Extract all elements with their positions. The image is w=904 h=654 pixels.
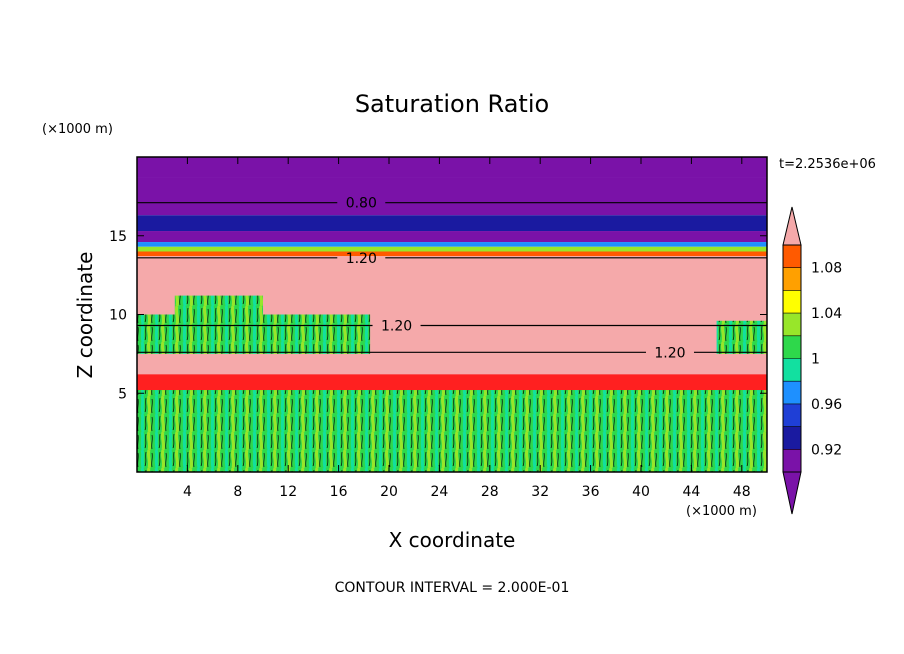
x-axis-label: X coordinate <box>389 528 516 552</box>
colorbar-bin-6 <box>783 313 801 336</box>
field-layer-3 <box>137 231 767 243</box>
x-tick-label-1: 8 <box>233 484 242 500</box>
chart-title: Saturation Ratio <box>355 90 549 118</box>
x-tick-label-0: 4 <box>183 484 192 500</box>
colorbar-over-arrow <box>782 206 802 246</box>
colorbar-bin-1 <box>783 426 801 450</box>
x-tick-label-4: 20 <box>380 484 398 500</box>
field-layer-6 <box>137 251 767 257</box>
x-tick-label-3: 16 <box>330 484 348 500</box>
field-layer-5 <box>137 246 767 252</box>
x-axis: 4 8 12 16 20 24 28 32 36 40 44 48 <box>183 157 751 500</box>
field-layer-4 <box>137 242 767 247</box>
x-tick-label-9: 40 <box>632 484 650 500</box>
y-tick-label-1: 10 <box>109 308 127 324</box>
contour-label-1: 1.20 <box>346 251 377 267</box>
colorbar-bin-2 <box>783 403 801 427</box>
colorbar-tick-label-0: 0.92 <box>811 442 842 458</box>
field-layer-2 <box>137 215 767 232</box>
colorbar-bin-8 <box>783 267 801 291</box>
colorbar-tick-label-1: 0.96 <box>811 397 842 413</box>
plot-area <box>137 157 767 472</box>
contour-label-3: 1.20 <box>654 345 685 361</box>
x-unit-label: (×1000 m) <box>686 504 757 519</box>
colorbar-bin-7 <box>783 290 801 314</box>
colorbar-under-arrow <box>782 471 802 515</box>
contour-label-0: 0.80 <box>346 196 377 212</box>
y-tick-label-2: 15 <box>109 229 127 245</box>
contour-label-2: 1.20 <box>381 319 412 335</box>
x-tick-label-7: 32 <box>531 484 549 500</box>
x-tick-label-5: 24 <box>430 484 448 500</box>
colorbar-bin-4 <box>783 358 801 382</box>
cloud-layer-texture <box>137 390 767 472</box>
colorbar-tick-label-3: 1.04 <box>811 306 842 322</box>
colorbar-tick-label-4: 1.08 <box>811 261 842 277</box>
y-axis-label: Z coordinate <box>73 252 97 379</box>
cloud-patch-1 <box>174 295 263 323</box>
cloud-patch-2 <box>716 320 767 354</box>
y-axis: 5 10 15 <box>109 229 767 402</box>
contour-lines: 0.80 1.20 1.20 1.20 <box>137 196 767 361</box>
x-tick-label-6: 28 <box>481 484 499 500</box>
colorbar-tick-label-2: 1 <box>811 352 820 368</box>
x-tick-label-2: 12 <box>279 484 297 500</box>
x-tick-label-11: 48 <box>733 484 751 500</box>
field-layer-1 <box>137 177 767 216</box>
colorbar: 0.92 0.96 1 1.04 1.08 <box>782 206 842 515</box>
x-tick-label-8: 36 <box>582 484 600 500</box>
field-layer-0 <box>137 157 767 178</box>
y-unit-label: (×1000 m) <box>42 122 113 137</box>
y-tick-label-0: 5 <box>118 386 127 402</box>
x-tick-label-10: 44 <box>682 484 700 500</box>
contour-interval-footer: CONTOUR INTERVAL = 2.000E-01 <box>335 580 570 596</box>
time-label: t=2.2536e+06 <box>779 157 876 172</box>
colorbar-bin-5 <box>783 335 801 359</box>
colorbar-bin-0 <box>783 449 801 472</box>
colorbar-bin-3 <box>783 381 801 404</box>
colorbar-bin-9 <box>783 245 801 268</box>
